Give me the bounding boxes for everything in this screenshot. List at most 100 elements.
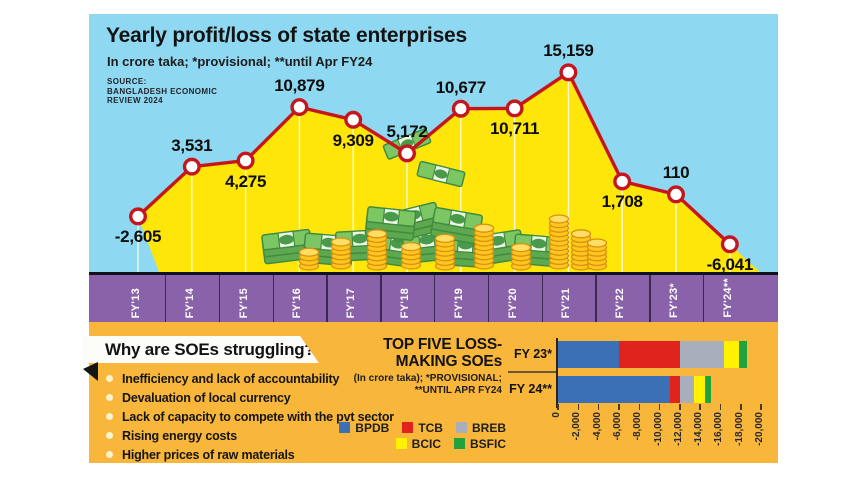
list-item: Lack of capacity to compete with the pvt… bbox=[100, 407, 400, 426]
bullet-icon bbox=[106, 394, 113, 401]
loss-chart-title-line2: MAKING SOEs bbox=[395, 353, 503, 370]
legend-swatch bbox=[339, 422, 351, 433]
x-axis-divider bbox=[326, 275, 328, 322]
legend-row: BCIC BSFIC bbox=[338, 436, 506, 451]
chart-source: SOURCE: BANGLADESH ECONOMIC REVIEW 2024 bbox=[107, 77, 217, 106]
data-point-marker bbox=[398, 144, 417, 163]
x-axis-label: FY'19 bbox=[452, 287, 465, 318]
x-axis-divider bbox=[649, 275, 651, 322]
x-axis-divider bbox=[164, 275, 167, 322]
profit-line bbox=[136, 70, 731, 246]
struggles-heading: Why are SOEs struggling? bbox=[105, 339, 315, 359]
loss-chart-row-divider bbox=[508, 371, 556, 373]
data-point-marker bbox=[451, 99, 470, 118]
legend-swatch bbox=[454, 438, 465, 449]
x-axis-label: FY'21 bbox=[560, 287, 573, 318]
page-title: Yearly profit/loss of state enterprises bbox=[106, 24, 468, 47]
axis-tick bbox=[760, 404, 762, 410]
bullet-text: Inefficiency and lack of accountability bbox=[122, 371, 340, 386]
data-point-marker bbox=[613, 172, 632, 191]
axis-tick bbox=[597, 404, 600, 410]
x-axis-label: FY'23* bbox=[668, 283, 680, 318]
value-label: 15,159 bbox=[543, 41, 594, 61]
bullet-text: Rising energy costs bbox=[122, 428, 237, 443]
value-label: -6,041 bbox=[706, 255, 754, 275]
x-axis-divider bbox=[380, 275, 382, 322]
loss-chart-legend: BPDB TCB BREB BCIC BSFIC bbox=[338, 420, 506, 451]
x-axis-divider bbox=[487, 275, 490, 322]
data-point-marker bbox=[129, 207, 148, 226]
legend-swatch bbox=[455, 422, 467, 433]
bar-row-label: FY 23* bbox=[514, 347, 552, 361]
money-illustration bbox=[261, 128, 608, 271]
list-item: Higher prices of raw materials bbox=[100, 445, 400, 464]
bullet-icon bbox=[106, 375, 113, 382]
list-item: Devaluation of local currency bbox=[100, 388, 400, 407]
value-label: 5,172 bbox=[386, 122, 428, 142]
data-point-marker bbox=[182, 157, 201, 176]
axis-tick bbox=[557, 404, 559, 410]
source-line: REVIEW 2024 bbox=[107, 96, 163, 105]
data-point-marker bbox=[290, 98, 309, 117]
tick-label: -20,000 bbox=[754, 412, 765, 446]
loss-chart-note-line1: (In crore taka); *PROVISIONAL; bbox=[353, 373, 502, 384]
bullet-text: Higher prices of raw materials bbox=[122, 447, 295, 462]
legend-item: BCIC bbox=[395, 436, 441, 451]
tick-label: -12,000 bbox=[672, 412, 684, 446]
legend-label: BCIC bbox=[411, 436, 441, 451]
x-axis-label: FY'13 bbox=[130, 287, 142, 318]
tick-label: -6,000 bbox=[611, 412, 623, 441]
data-point-marker bbox=[236, 151, 255, 170]
data-point-marker bbox=[505, 99, 524, 118]
axis-tick bbox=[740, 404, 742, 410]
legend-item: BSFIC bbox=[454, 436, 506, 451]
source-label: SOURCE: bbox=[107, 77, 147, 86]
legend-swatch bbox=[395, 438, 407, 449]
bar-segment bbox=[724, 341, 739, 368]
legend-item: BPDB bbox=[339, 420, 390, 435]
x-axis-label: FY'20 bbox=[506, 287, 519, 318]
struggles-list: Inefficiency and lack of accountability D… bbox=[100, 369, 400, 464]
bullet-text: Lack of capacity to compete with the pvt… bbox=[122, 409, 394, 424]
legend-swatch bbox=[402, 422, 414, 433]
axis-tick bbox=[679, 404, 681, 410]
list-item: Inefficiency and lack of accountability bbox=[100, 369, 400, 388]
axis-tick bbox=[577, 404, 580, 410]
chart-subtitle: In crore taka; *provisional; **until Apr… bbox=[107, 54, 373, 69]
x-axis-divider bbox=[218, 275, 221, 322]
legend-label: TCB bbox=[418, 420, 443, 435]
x-axis-divider bbox=[541, 275, 544, 322]
legend-label: BSFIC bbox=[470, 436, 506, 451]
loss-chart-axis bbox=[556, 338, 559, 408]
legend-label: BPDB bbox=[355, 420, 390, 435]
tick-label: -10,000 bbox=[652, 412, 664, 446]
bar-segment bbox=[669, 376, 681, 403]
tick-label: -8,000 bbox=[632, 412, 644, 441]
axis-tick bbox=[658, 404, 661, 410]
axis-tick bbox=[638, 404, 640, 410]
axis-tick bbox=[618, 404, 620, 410]
bullet-icon bbox=[106, 413, 113, 420]
bar-segment bbox=[680, 376, 694, 403]
x-axis-divider bbox=[433, 275, 436, 322]
bar-segment bbox=[618, 341, 680, 368]
tick-label: 0 bbox=[551, 412, 562, 418]
value-label: 10,677 bbox=[435, 77, 487, 97]
x-axis-label: FY'24** bbox=[721, 278, 734, 318]
legend-item: TCB bbox=[402, 420, 443, 435]
value-label: 110 bbox=[662, 163, 690, 183]
legend-item: BREB bbox=[455, 421, 506, 435]
bullet-text: Devaluation of local currency bbox=[122, 390, 291, 405]
loss-chart-title-line1: TOP FIVE LOSS- bbox=[383, 336, 502, 353]
source-line: BANGLADESH ECONOMIC bbox=[107, 86, 218, 96]
profit-line-chart bbox=[129, 63, 760, 272]
value-label: 4,275 bbox=[225, 171, 267, 191]
struggles-heading-ribbon: Why are SOEs struggling? bbox=[83, 336, 319, 363]
tick-label: -2,000 bbox=[571, 412, 583, 441]
x-axis-label: FY'22 bbox=[614, 287, 627, 318]
axis-tick bbox=[719, 404, 722, 410]
value-label: 10,879 bbox=[274, 76, 325, 96]
profit-chart-plot bbox=[89, 14, 778, 272]
bar-segment bbox=[558, 341, 619, 368]
